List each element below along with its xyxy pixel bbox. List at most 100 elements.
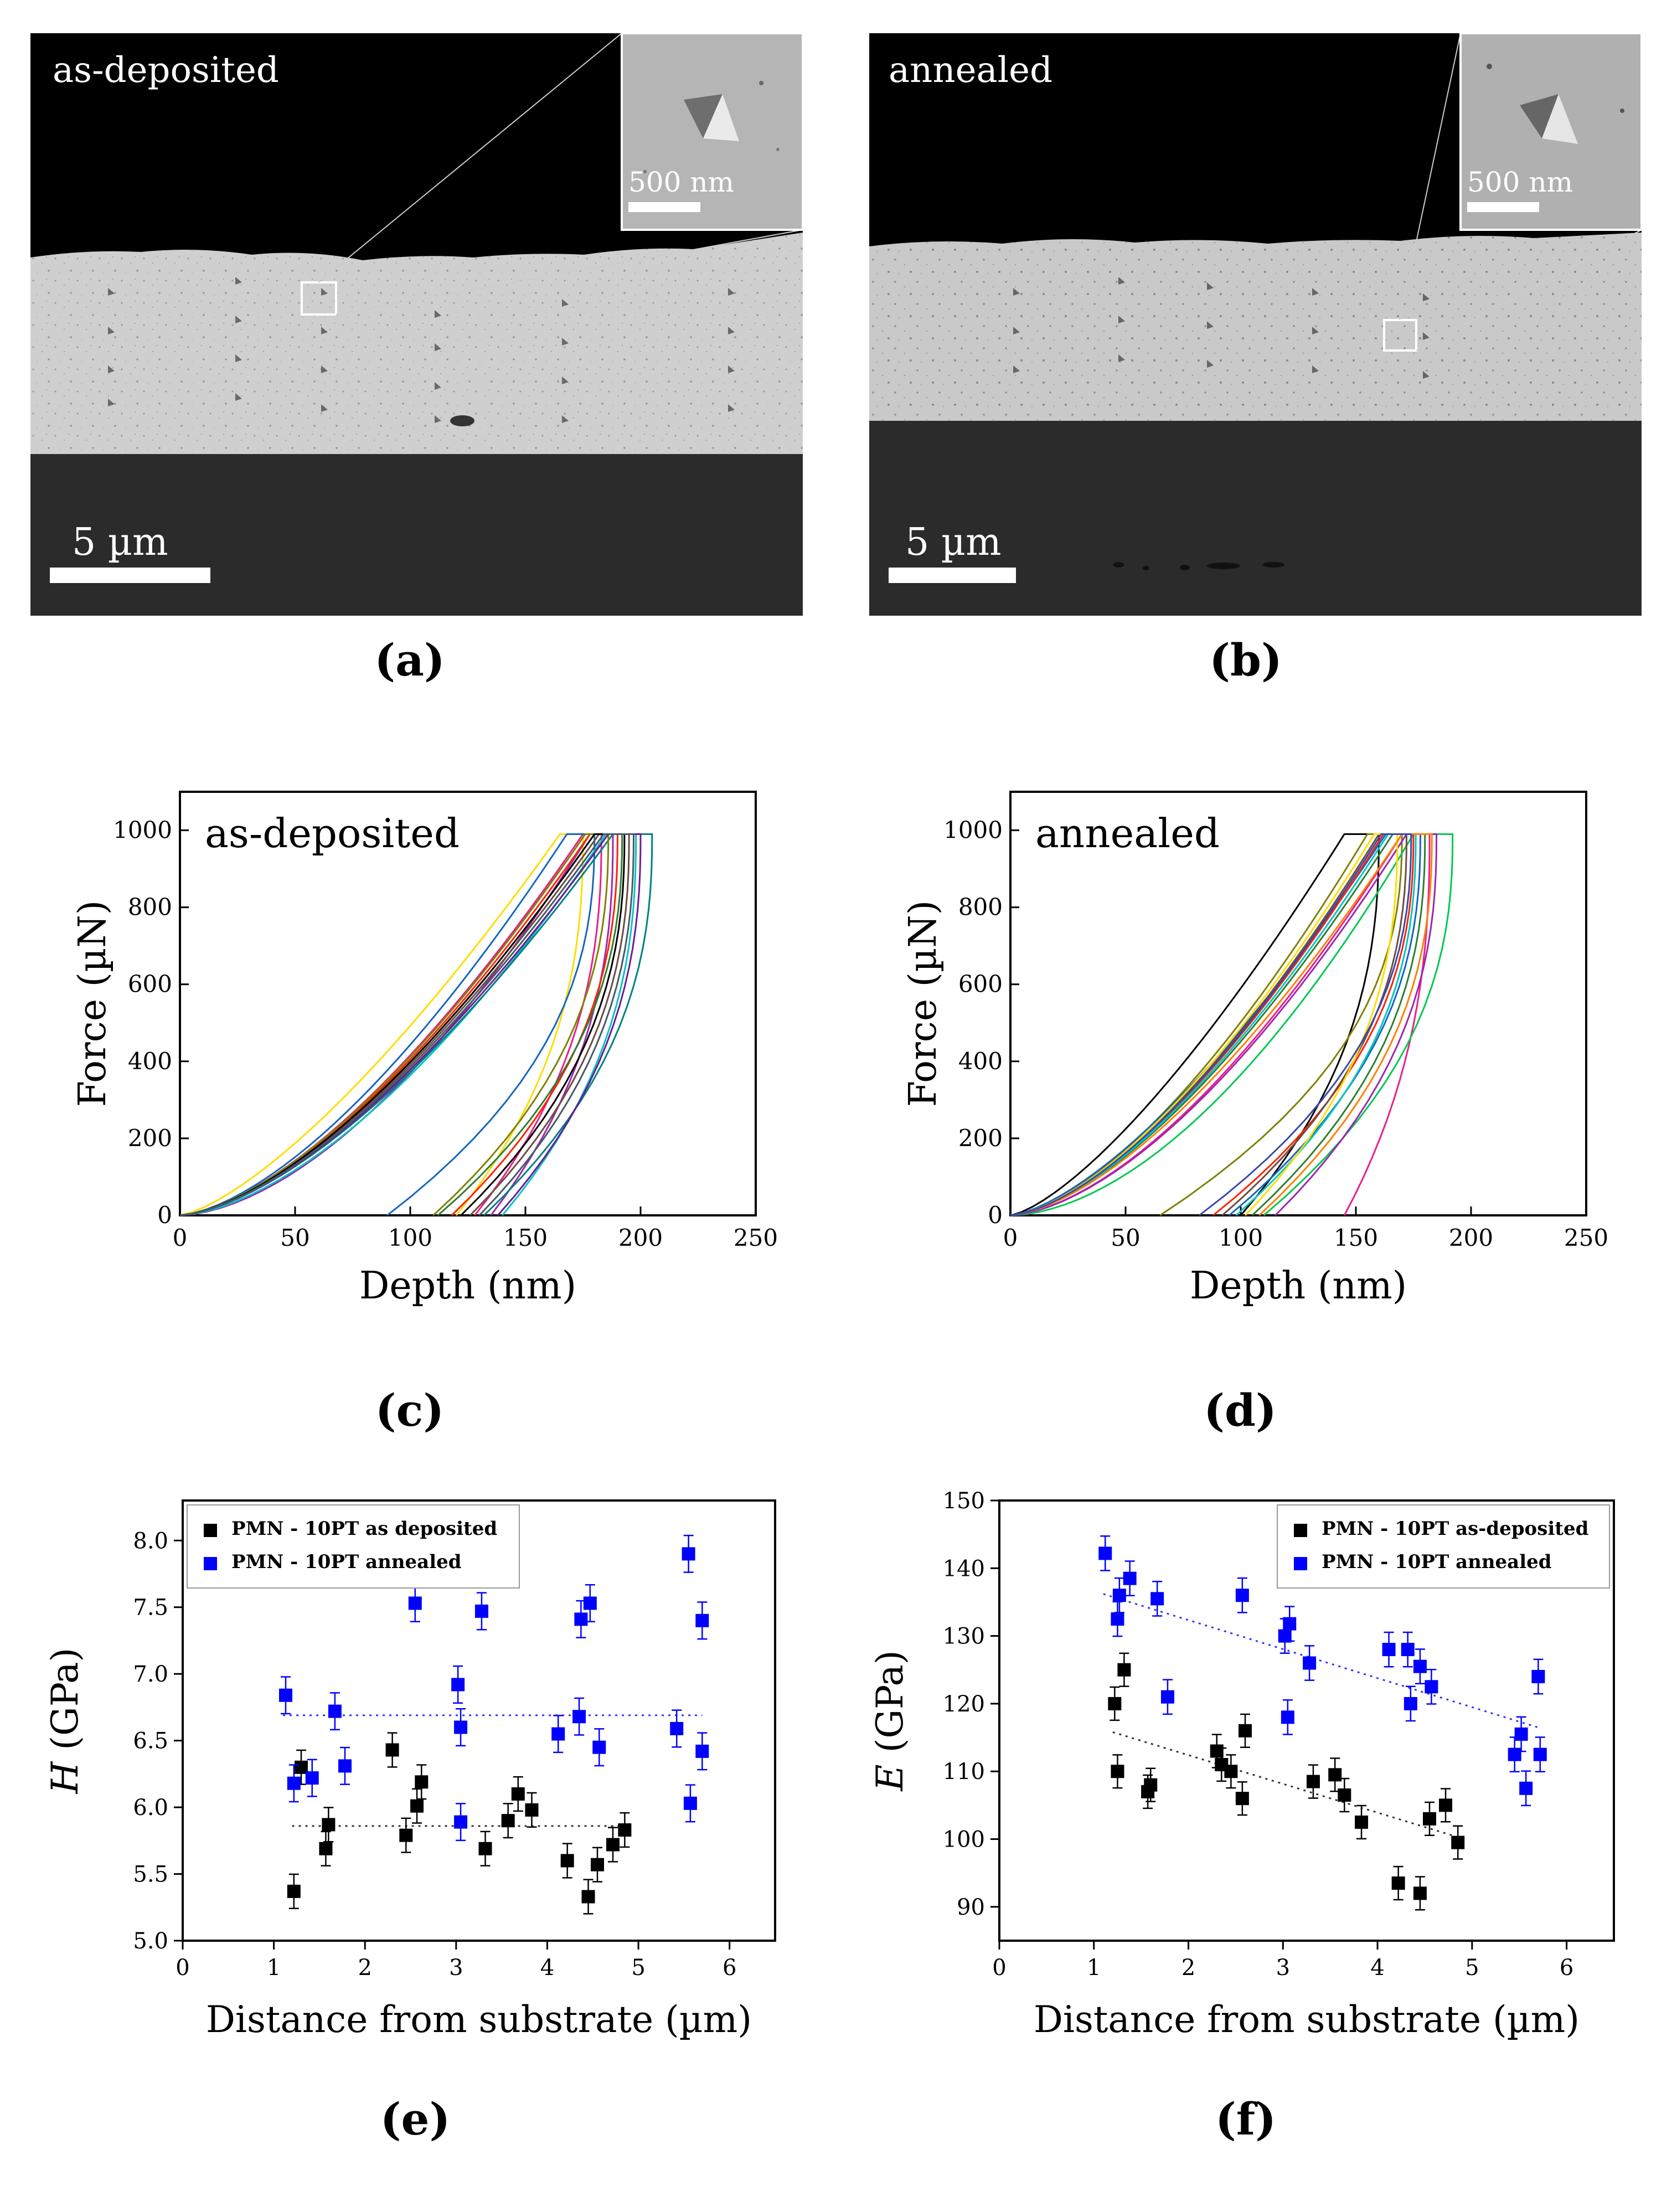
y-tick-label: 6.0: [133, 1795, 168, 1821]
data-point: [328, 1704, 342, 1718]
data-point: [454, 1720, 468, 1734]
x-tick-label: 0: [176, 1955, 189, 1981]
load-unload-curve-2: [1010, 833, 1403, 1216]
panel-label-c: (c): [375, 1384, 445, 1436]
data-point: [1150, 1592, 1164, 1606]
panel-label-a: (a): [374, 634, 445, 686]
data-point: [322, 1818, 336, 1832]
data-point: [501, 1814, 515, 1828]
data-point: [695, 1613, 709, 1627]
y-axis-unit: (GPa): [869, 1650, 911, 1764]
data-point: [618, 1823, 632, 1837]
plot-frame: [1009, 791, 1587, 1216]
plot-frame: [179, 791, 757, 1216]
y-tick-label: 150: [943, 1488, 985, 1514]
scalebar-label-annealed: 5 µm: [905, 520, 1002, 564]
x-tick-label: 50: [1111, 1224, 1140, 1251]
data-point: [1413, 1886, 1427, 1900]
y-axis-tick-labels: 90 100 110 120 130 140 150: [943, 1488, 985, 1920]
curves: [179, 833, 653, 1216]
data-point: [572, 1710, 586, 1724]
data-point: [1235, 1589, 1249, 1602]
y-tick-label: 7.0: [133, 1662, 168, 1687]
y-tick-label: 1000: [943, 817, 1003, 844]
data-point: [279, 1688, 293, 1702]
data-point: [1391, 1876, 1405, 1890]
data-point: [1112, 1589, 1126, 1602]
y-axis-label: H (GPa): [44, 1648, 86, 1795]
x-tick-label: 200: [1449, 1224, 1493, 1251]
y-tick-label: 400: [128, 1048, 172, 1075]
data-point: [1123, 1571, 1137, 1585]
data-point: [581, 1890, 595, 1904]
y-axis-label: Force (µN): [71, 900, 115, 1107]
legend-entry: PMN - 10PT annealed: [1322, 1551, 1552, 1573]
y-axis-unit: (GPa): [44, 1648, 86, 1762]
data-point: [1281, 1710, 1294, 1724]
x-tick-label: 150: [1334, 1224, 1378, 1251]
y-axis-symbol: H: [44, 1761, 86, 1794]
chart-hardness-vs-distance: 0 1 2 3 4 5 6 5.0 5.5 6.0 6.5 7.0 7.5 8.0 Distance fro…: [44, 1499, 776, 2041]
legend-box: [1277, 1504, 1610, 1589]
x-axis-tick-labels: 0 1 2 3 4 5 6: [992, 1955, 1573, 1981]
data-point: [1401, 1643, 1415, 1657]
x-tick-label: 3: [449, 1955, 463, 1981]
x-axis-label: Distance from substrate (µm): [1034, 1998, 1580, 2041]
scalebar-label-as-deposited: 5 µm: [72, 520, 168, 564]
legend-marker: [1294, 1557, 1307, 1570]
load-unload-curve-4: [1010, 833, 1454, 1216]
data-point: [1519, 1781, 1533, 1795]
chart-force-depth-as-deposited: 0 50 100 150 200 250 0 200 400 600 800 1000 Depth (n…: [71, 791, 778, 1308]
x-tick-label: 0: [1003, 1224, 1018, 1251]
y-axis-symbol: E: [869, 1764, 911, 1791]
data-point: [1224, 1765, 1238, 1778]
data-point: [1306, 1775, 1320, 1788]
trend-line: [1112, 1731, 1458, 1838]
inset-scalebar-label-annealed: 500 nm: [1467, 166, 1573, 198]
data-point: [1423, 1812, 1436, 1826]
data-point: [1355, 1815, 1369, 1829]
data-point: [478, 1842, 492, 1855]
legend-entry: PMN - 10PT as-deposited: [1322, 1518, 1588, 1540]
data-point: [592, 1740, 606, 1754]
panel-label-f: (f): [1215, 2093, 1277, 2145]
x-tick-label: 2: [1181, 1955, 1195, 1981]
data-point: [451, 1678, 465, 1692]
y-tick-label: 90: [957, 1895, 985, 1920]
load-unload-curve-11: [1010, 833, 1399, 1216]
data-point: [511, 1787, 525, 1801]
data-point: [385, 1743, 399, 1757]
data-point: [474, 1604, 488, 1618]
data-point: [1451, 1835, 1465, 1849]
data-point: [670, 1721, 684, 1735]
x-axis-ticks: [998, 1941, 1568, 1950]
data-point: [1283, 1617, 1297, 1631]
sem-condition-label-annealed: annealed: [889, 50, 1052, 91]
y-tick-label: 5.0: [133, 1929, 168, 1954]
data-point: [1338, 1788, 1351, 1802]
load-unload-curve-1: [1010, 833, 1380, 1216]
x-axis-label: Distance from substrate (µm): [206, 1998, 752, 2041]
legend-entry: PMN - 10PT annealed: [231, 1551, 462, 1573]
data-point: [415, 1775, 429, 1789]
y-tick-label: 600: [128, 971, 172, 998]
data-point: [591, 1858, 604, 1871]
data-point: [410, 1799, 424, 1813]
x-axis-label: Depth (nm): [1190, 1264, 1407, 1308]
x-tick-label: 100: [1219, 1224, 1263, 1251]
sem-micrograph-annealed: [869, 33, 1642, 616]
y-axis-ticks: [180, 829, 189, 1216]
data-point: [1425, 1680, 1438, 1694]
data-point: [408, 1596, 422, 1610]
y-tick-label: 400: [958, 1048, 1003, 1075]
y-tick-label: 120: [943, 1692, 985, 1717]
data-point: [399, 1828, 413, 1842]
data-point: [287, 1884, 301, 1898]
data-point: [305, 1771, 319, 1785]
x-axis-tick-labels: 0 50 100 150 200 250: [1003, 1224, 1608, 1251]
data-point: [1160, 1690, 1174, 1704]
y-axis-label: E (GPa): [869, 1650, 911, 1791]
x-tick-label: 1: [1087, 1955, 1101, 1981]
legend-marker: [1294, 1524, 1307, 1537]
data-point: [682, 1547, 695, 1561]
